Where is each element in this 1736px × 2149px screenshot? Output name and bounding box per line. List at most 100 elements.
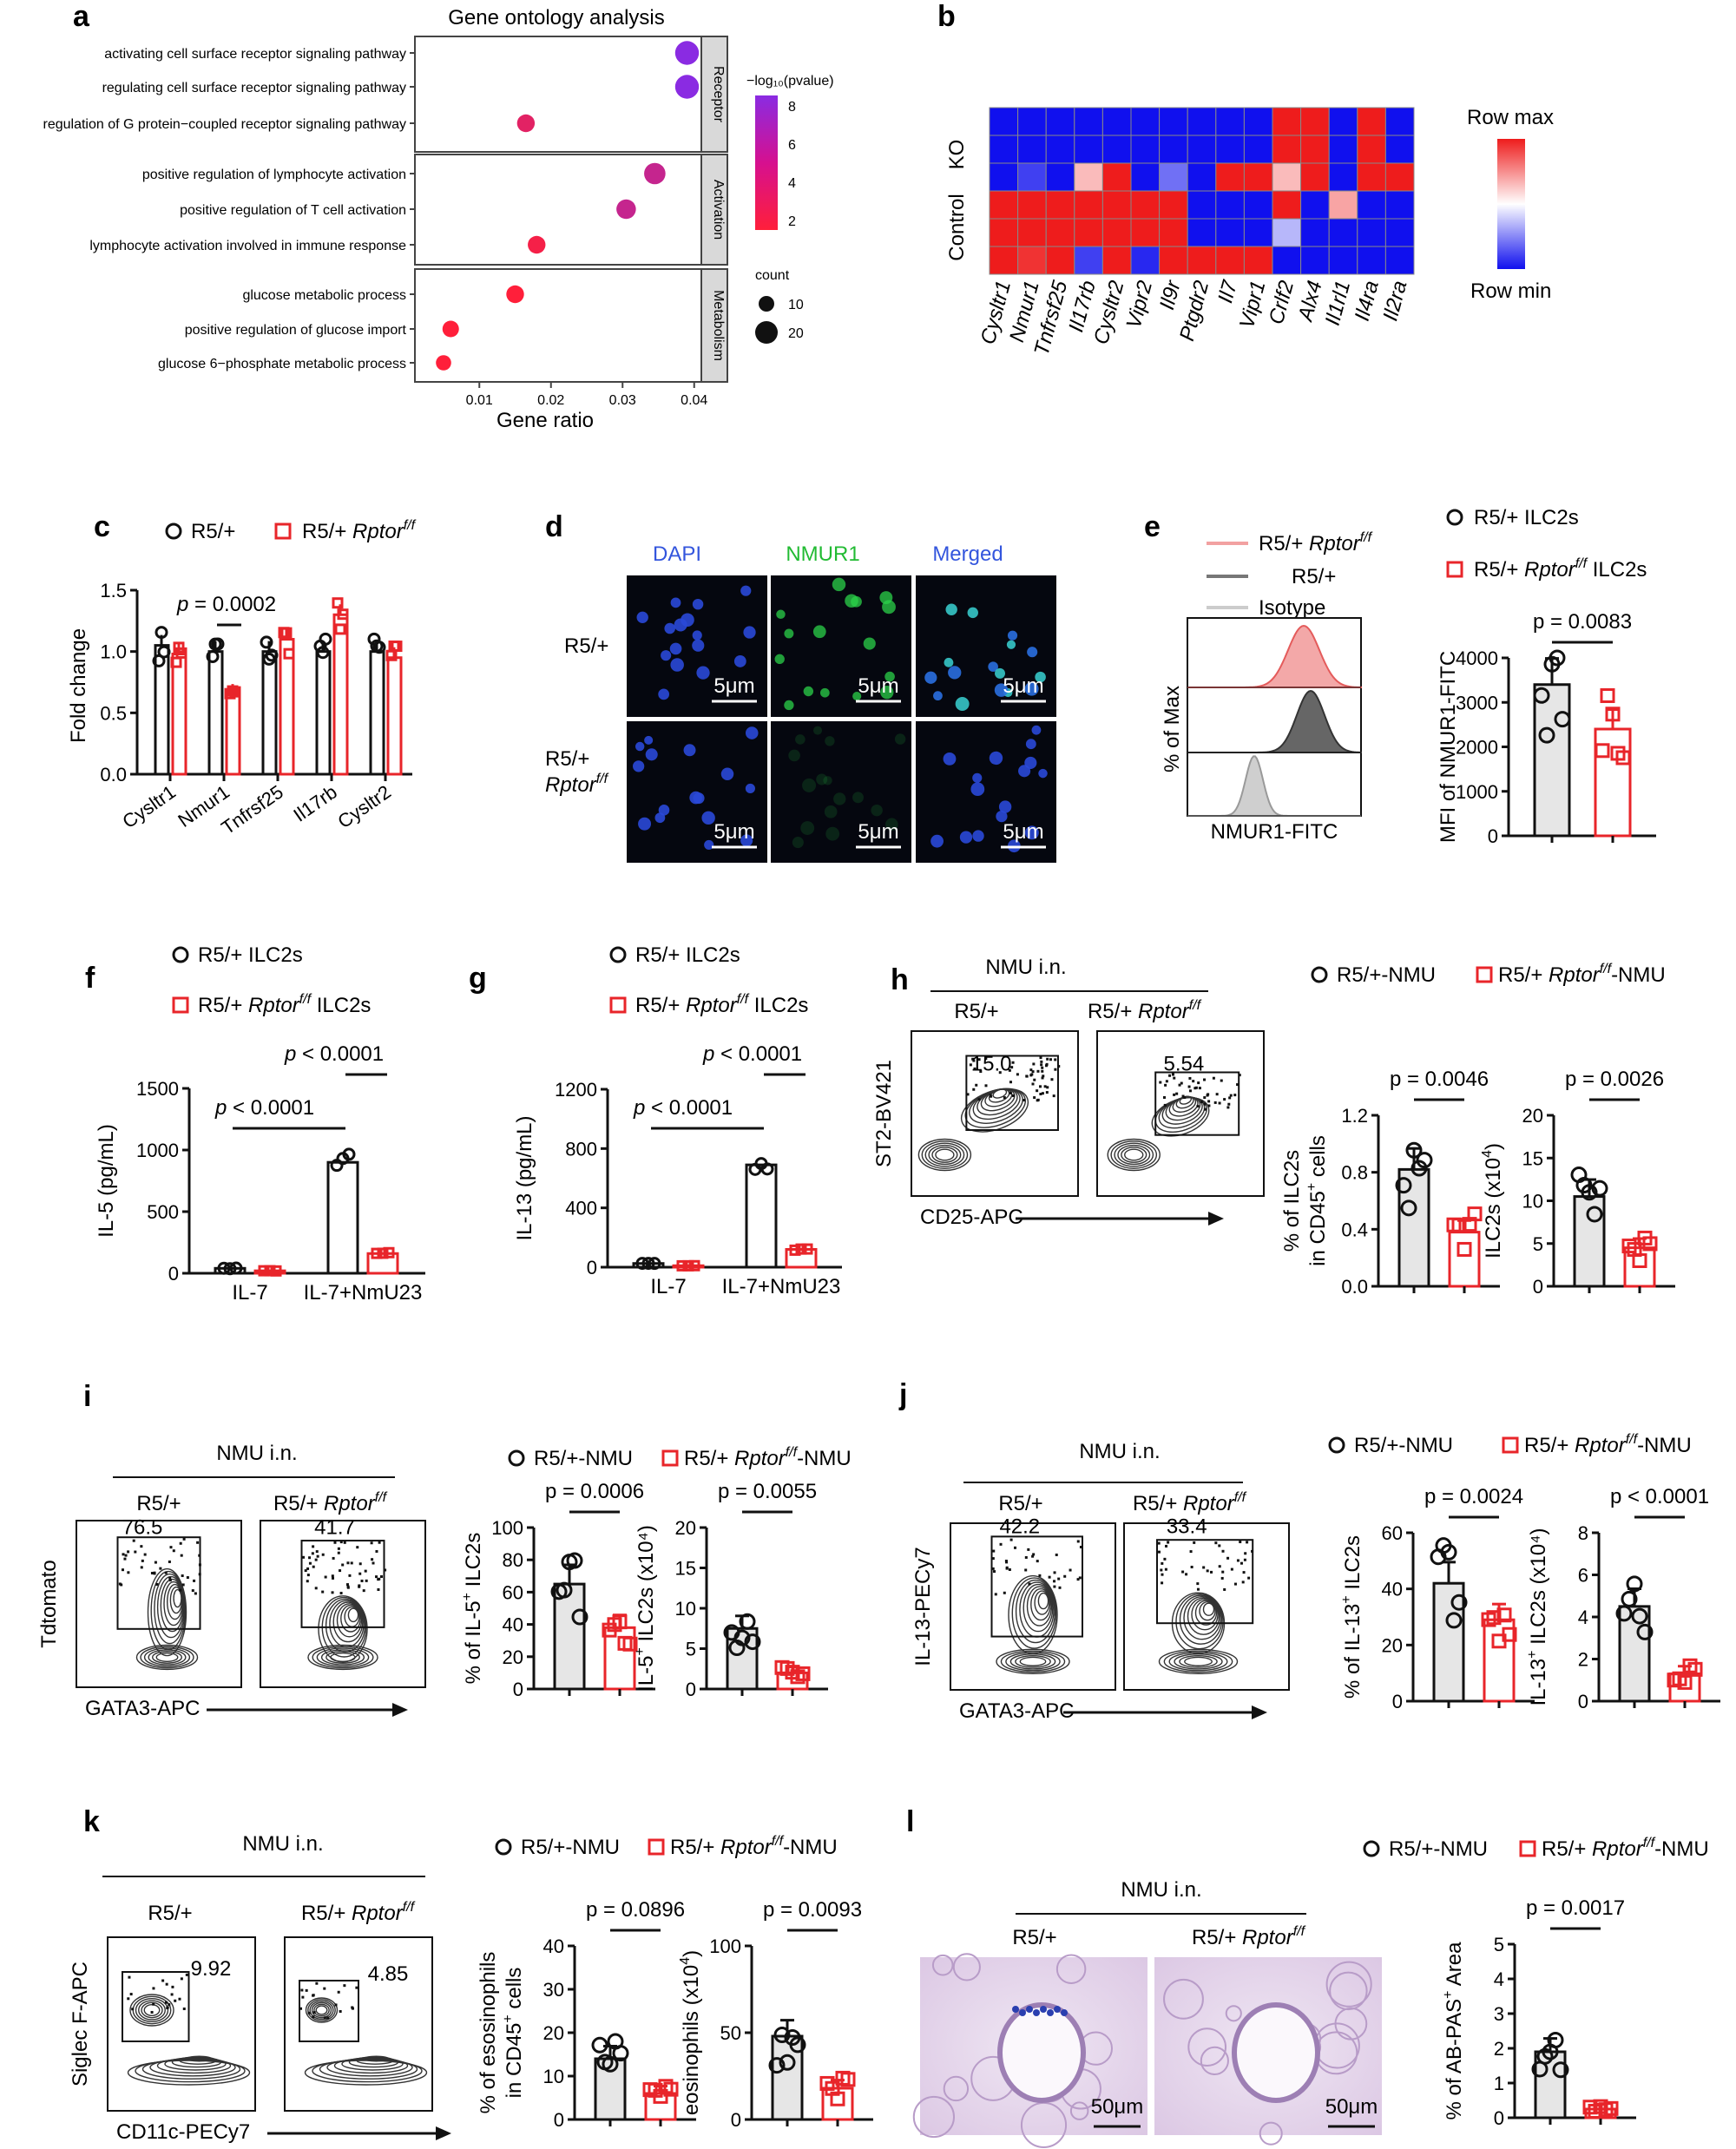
group-label-ko: R5/+ Rptorf/f bbox=[1192, 1924, 1306, 1949]
event-dot bbox=[1240, 1561, 1243, 1565]
go-term-dot bbox=[616, 199, 636, 220]
alveolus bbox=[1259, 2121, 1283, 2146]
event-dot bbox=[1038, 1085, 1042, 1088]
event-dot bbox=[1189, 1550, 1193, 1554]
bar-ctrl bbox=[207, 650, 224, 776]
axis-arrow-head bbox=[392, 1703, 408, 1717]
event-dot bbox=[1013, 1546, 1016, 1549]
y-tick-label: 400 bbox=[565, 1198, 597, 1219]
cell-nucleus bbox=[816, 773, 828, 785]
y-axis-label: in CD45+ cells bbox=[1305, 1135, 1330, 1266]
alveolus bbox=[931, 1954, 954, 1976]
group-label-ctrl: R5/+ bbox=[998, 1492, 1042, 1515]
panel-label: i bbox=[83, 1380, 91, 1413]
size-legend-dot bbox=[759, 296, 774, 312]
contour-line bbox=[928, 1144, 962, 1166]
event-dot bbox=[1223, 1587, 1226, 1591]
flow-plot-frame bbox=[1096, 1030, 1265, 1197]
event-dot bbox=[155, 1582, 159, 1586]
contour-line bbox=[1194, 1600, 1218, 1626]
bar-ctrl bbox=[326, 1160, 359, 1275]
data-point-ko bbox=[1595, 743, 1610, 759]
y-axis-label-part: Area bbox=[1443, 1942, 1466, 1991]
event-dot bbox=[356, 1546, 359, 1549]
scale-bar-label: 5μm bbox=[1003, 820, 1043, 844]
event-dot bbox=[1069, 1568, 1072, 1572]
event-dot bbox=[1045, 1062, 1049, 1066]
heatmap-cell bbox=[1272, 218, 1302, 247]
bar-ctrl bbox=[315, 650, 332, 776]
bar-ko bbox=[672, 1264, 705, 1269]
cell-nucleus bbox=[945, 603, 957, 615]
contour-line bbox=[311, 2001, 332, 2019]
flow-y-axis-label: ST2-BV421 bbox=[872, 1060, 896, 1167]
scale-bar-label: 5μm bbox=[858, 674, 898, 698]
contour-line bbox=[141, 2001, 163, 2019]
event-dot bbox=[127, 1550, 130, 1554]
event-dot bbox=[172, 1549, 175, 1553]
cell-nucleus bbox=[1035, 671, 1046, 683]
event-dot bbox=[346, 1585, 350, 1588]
contour-line bbox=[336, 1603, 363, 1638]
legend-italic: Rptor bbox=[248, 994, 300, 1017]
event-dot bbox=[358, 1562, 362, 1566]
cell-nucleus bbox=[1018, 765, 1031, 778]
event-dot bbox=[1033, 1096, 1036, 1100]
event-dot bbox=[152, 1987, 155, 1990]
event-dot bbox=[1038, 1574, 1042, 1577]
heatmap-gene-label: Il2ra bbox=[1378, 279, 1411, 324]
data-point-ko bbox=[1451, 1218, 1467, 1233]
event-dot bbox=[1033, 1078, 1036, 1081]
data-point-ctrl bbox=[641, 1257, 655, 1271]
contour-line bbox=[1019, 1656, 1047, 1666]
flow-y-axis-label: Siglec F-APC bbox=[69, 1962, 92, 2087]
event-dot bbox=[972, 1059, 976, 1062]
ab-pas-stain bbox=[1047, 2009, 1054, 2016]
go-term-label: positive regulation of glucose import bbox=[185, 323, 407, 338]
heatmap-cell bbox=[1215, 218, 1245, 247]
cell-nucleus bbox=[683, 744, 696, 757]
y-axis-label-part: % of esosinophils bbox=[477, 1952, 500, 2114]
y-axis-label: % of IL-5+ ILC2s bbox=[460, 1533, 485, 1685]
heatmap-cell bbox=[1384, 218, 1415, 247]
contour-line bbox=[316, 1647, 370, 1667]
event-dot bbox=[1214, 1541, 1218, 1545]
event-dot bbox=[379, 1574, 383, 1578]
legend-marker-ko bbox=[648, 1838, 665, 1856]
bar-ctrl bbox=[1533, 683, 1571, 838]
colorbar-title: −log₁₀(pvalue) bbox=[746, 74, 834, 89]
heatmap-cell bbox=[1159, 246, 1188, 275]
legend-italic: Rptor bbox=[686, 994, 738, 1017]
event-dot bbox=[1239, 1541, 1242, 1544]
contour-line bbox=[1174, 1653, 1223, 1670]
event-dot bbox=[1180, 1081, 1183, 1085]
y-tick-label: 0.8 bbox=[1341, 1162, 1368, 1184]
cell-nucleus bbox=[776, 609, 786, 619]
panel-h: h NMU i.n.R5/+ R5/+ Rptorf/f15.0 5.54ST2-BV… bbox=[872, 956, 1675, 1298]
event-dot bbox=[1027, 1548, 1030, 1551]
event-dot bbox=[1173, 1093, 1176, 1096]
x-tick-label: 0.04 bbox=[681, 393, 707, 408]
y-axis-label: % of AB-PAS+ Area bbox=[1441, 1942, 1466, 2120]
event-dot bbox=[1230, 1567, 1233, 1571]
y-tick-label: 20 bbox=[543, 2022, 564, 2044]
data-point-ctrl bbox=[1621, 1590, 1638, 1607]
event-dot bbox=[994, 1593, 997, 1596]
cell-nucleus bbox=[852, 692, 862, 701]
event-dot bbox=[1233, 1094, 1237, 1097]
alveolus bbox=[1200, 2046, 1229, 2075]
data-point-ctrl bbox=[229, 1261, 243, 1275]
y-tick-label: 0 bbox=[1533, 1276, 1543, 1298]
event-dot bbox=[1031, 1082, 1035, 1086]
heatmap-cell bbox=[1159, 135, 1188, 164]
event-dot bbox=[129, 1993, 133, 1996]
data-point-ctrl bbox=[739, 1613, 756, 1630]
event-dot bbox=[1167, 1541, 1170, 1544]
legend-marker-ctrl bbox=[165, 522, 182, 540]
cell-nucleus bbox=[784, 700, 794, 711]
heatmap-cell bbox=[1045, 190, 1075, 220]
contour-line bbox=[154, 1573, 186, 1645]
data-point-ctrl bbox=[648, 1257, 661, 1271]
